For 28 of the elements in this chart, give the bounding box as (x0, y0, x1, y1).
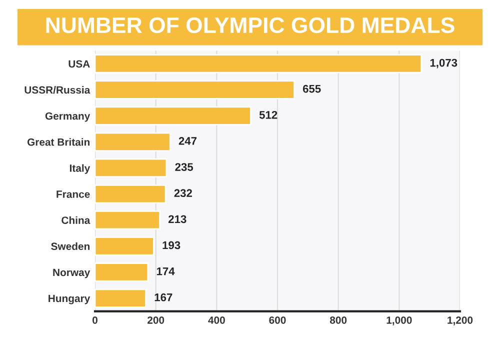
x-tick-label: 800 (330, 316, 347, 324)
y-tick-label: Italy (70, 164, 90, 174)
x-tick-label: 600 (269, 316, 286, 324)
data-label: 213 (168, 215, 186, 224)
y-tick-label: Germany (45, 112, 90, 122)
x-tick-label: 400 (208, 316, 225, 324)
data-label: 167 (154, 293, 172, 302)
x-tick-label: 1,200 (448, 316, 473, 326)
data-label: 193 (162, 241, 180, 250)
data-label: 235 (175, 163, 194, 171)
y-tick-label: Sweden (51, 242, 90, 250)
x-tick-label: 0 (92, 316, 98, 324)
data-label: 232 (174, 189, 192, 198)
y-tick-label: France (56, 190, 90, 198)
y-tick-label: USA (68, 60, 90, 68)
data-label: 655 (302, 84, 321, 93)
data-label: 247 (178, 137, 197, 145)
y-tick-label: Great Britain (27, 138, 90, 146)
y-tick-label: Hungary (48, 294, 90, 304)
x-tick-label: 1,000 (386, 316, 412, 326)
data-label: 174 (156, 267, 175, 276)
y-tick-label: Norway (53, 268, 90, 278)
data-label: 512 (259, 110, 278, 119)
data-label: 1,073 (430, 58, 458, 68)
y-tick-label: China (62, 216, 90, 224)
x-tick-label: 200 (148, 316, 164, 324)
chart-title: NUMBER OF OLYMPIC GOLD MEDALS (46, 17, 454, 34)
y-tick-label: USSR/Russia (24, 86, 90, 94)
